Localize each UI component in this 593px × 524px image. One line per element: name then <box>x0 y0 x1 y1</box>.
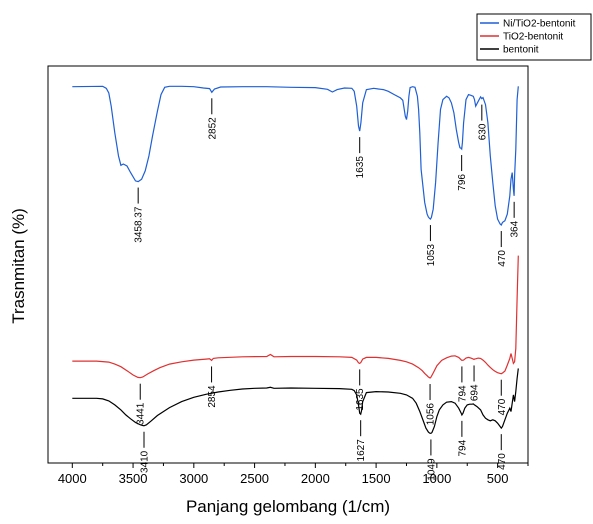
peak-label: 470 <box>497 250 508 267</box>
legend-label: TiO2-bentonit <box>503 32 563 43</box>
peak-label: 1635 <box>355 388 366 411</box>
annotation-layer: 3458.37 2852 1635 1053 796 630 470 364 3441 2854 1… <box>134 98 521 481</box>
peak-label: 470 <box>497 453 508 470</box>
legend-label: bentonit <box>503 45 539 56</box>
x-tick-label: 3500 <box>119 471 148 486</box>
peak-label: 3441 <box>136 402 147 425</box>
peak-label: 694 <box>470 384 481 401</box>
y-axis-title: Trasnmitan (%) <box>9 208 28 324</box>
series-line-bentonit <box>72 368 519 435</box>
x-tick-label: 1000 <box>422 471 451 486</box>
series-line-tio2-bentonit <box>72 255 519 379</box>
x-tick-label: 500 <box>487 471 509 486</box>
x-tick-label: 3000 <box>179 471 208 486</box>
peak-label: 1635 <box>355 156 366 179</box>
series-line-ni-tio2-bentonit <box>72 85 519 226</box>
legend: Ni/TiO2-bentonit TiO2-bentonit bentonit <box>476 13 592 61</box>
peak-label: 3410 <box>140 450 151 473</box>
legend-box <box>476 13 592 61</box>
legend-label: Ni/TiO2-bentonit <box>503 19 576 30</box>
peak-label: 794 <box>457 385 468 402</box>
x-axis-title: Panjang gelombang (1/cm) <box>186 497 390 516</box>
plot-frame <box>47 65 529 464</box>
x-tick-label: 2500 <box>240 471 269 486</box>
peak-label: 796 <box>457 174 468 191</box>
x-tick-label: 2000 <box>301 471 330 486</box>
plot-border <box>47 65 529 464</box>
peak-label: 794 <box>457 439 468 456</box>
peak-label: 1053 <box>426 244 437 267</box>
x-tick-label: 4000 <box>58 471 87 486</box>
peak-label: 1049 <box>426 458 437 481</box>
x-axis: 4000 3500 3000 2500 2000 1500 1000 500 <box>58 463 529 486</box>
peak-label: 470 <box>497 398 508 415</box>
peak-label: 3458.37 <box>134 206 145 243</box>
peak-label: 2854 <box>207 385 218 408</box>
peak-label: 630 <box>477 123 488 140</box>
x-tick-label: 1500 <box>362 471 391 486</box>
peak-label: 364 <box>510 220 521 237</box>
peak-label: 1627 <box>356 439 367 462</box>
peak-label: 2852 <box>207 117 218 140</box>
peak-label: 1056 <box>426 403 437 426</box>
series-layer <box>72 85 519 435</box>
